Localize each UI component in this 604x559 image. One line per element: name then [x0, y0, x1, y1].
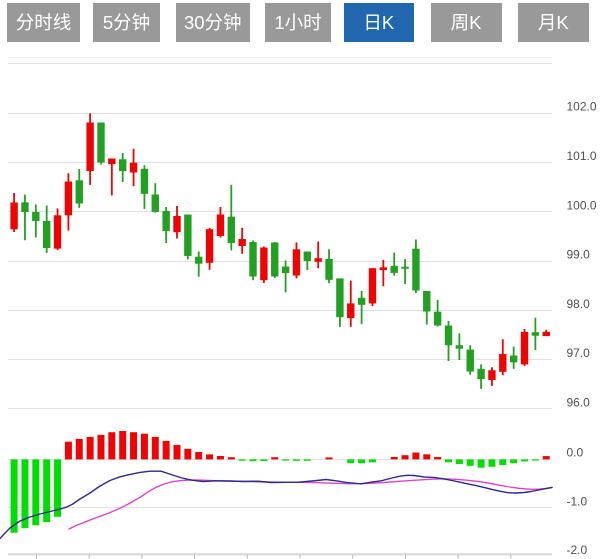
svg-text:96.0: 96.0: [567, 396, 591, 410]
svg-text:99.0: 99.0: [567, 248, 591, 262]
svg-text:100.0: 100.0: [567, 198, 597, 212]
svg-text:-2.0: -2.0: [567, 543, 588, 557]
svg-text:-1.0: -1.0: [567, 494, 588, 508]
svg-text:101.0: 101.0: [567, 149, 597, 163]
svg-text:0.0: 0.0: [567, 446, 584, 460]
svg-text:98.0: 98.0: [567, 297, 591, 311]
svg-text:97.0: 97.0: [567, 346, 591, 360]
svg-text:102.0: 102.0: [567, 100, 597, 114]
